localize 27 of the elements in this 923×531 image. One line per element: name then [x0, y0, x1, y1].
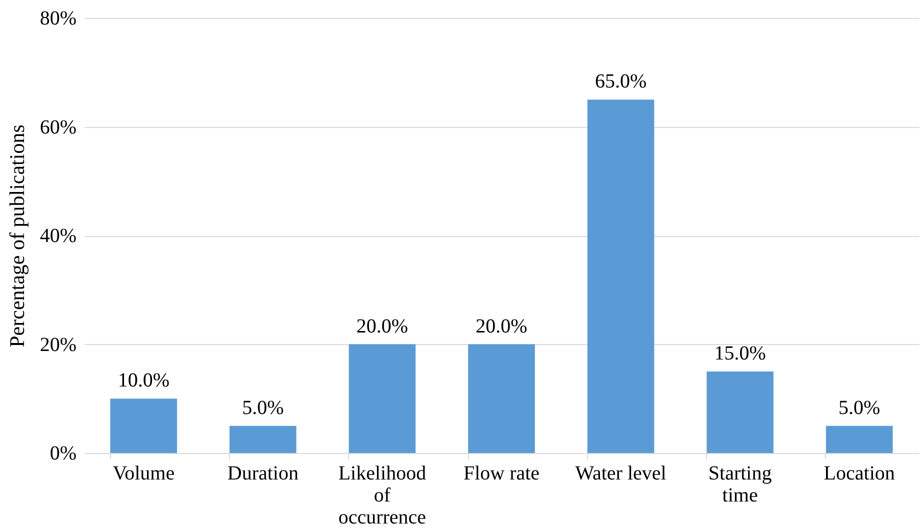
- y-tick-label: 0%: [50, 442, 76, 464]
- y-tick-label: 40%: [40, 225, 76, 247]
- bar: [826, 426, 893, 453]
- bar: [348, 344, 416, 453]
- x-tick-label: Volume: [112, 462, 175, 484]
- y-axis-title: Percentage of publications: [4, 124, 29, 348]
- y-tick-label: 80%: [40, 8, 76, 30]
- data-label: 20.0%: [476, 315, 528, 338]
- bar: [110, 398, 178, 453]
- y-tick-label: 20%: [40, 334, 76, 356]
- y-tick-label: 60%: [40, 116, 76, 138]
- bar: [468, 344, 535, 453]
- x-tick-label: Water level: [575, 462, 667, 484]
- data-label: 65.0%: [594, 70, 647, 93]
- x-tick-label: Location: [824, 462, 895, 484]
- x-tick-label: Likelihood of occurrence: [338, 462, 426, 528]
- data-label: 20.0%: [356, 315, 408, 338]
- data-label: 15.0%: [714, 342, 766, 364]
- x-tick-label: Duration: [227, 462, 298, 484]
- bar: [230, 426, 296, 453]
- data-label: 10.0%: [118, 370, 170, 392]
- x-tick-label: Starting time: [708, 462, 772, 506]
- data-label: 5.0%: [242, 396, 284, 419]
- data-label: 5.0%: [838, 396, 880, 419]
- bar: [706, 371, 774, 453]
- bar: [587, 100, 654, 453]
- x-tick-label: Flow rate: [463, 462, 540, 484]
